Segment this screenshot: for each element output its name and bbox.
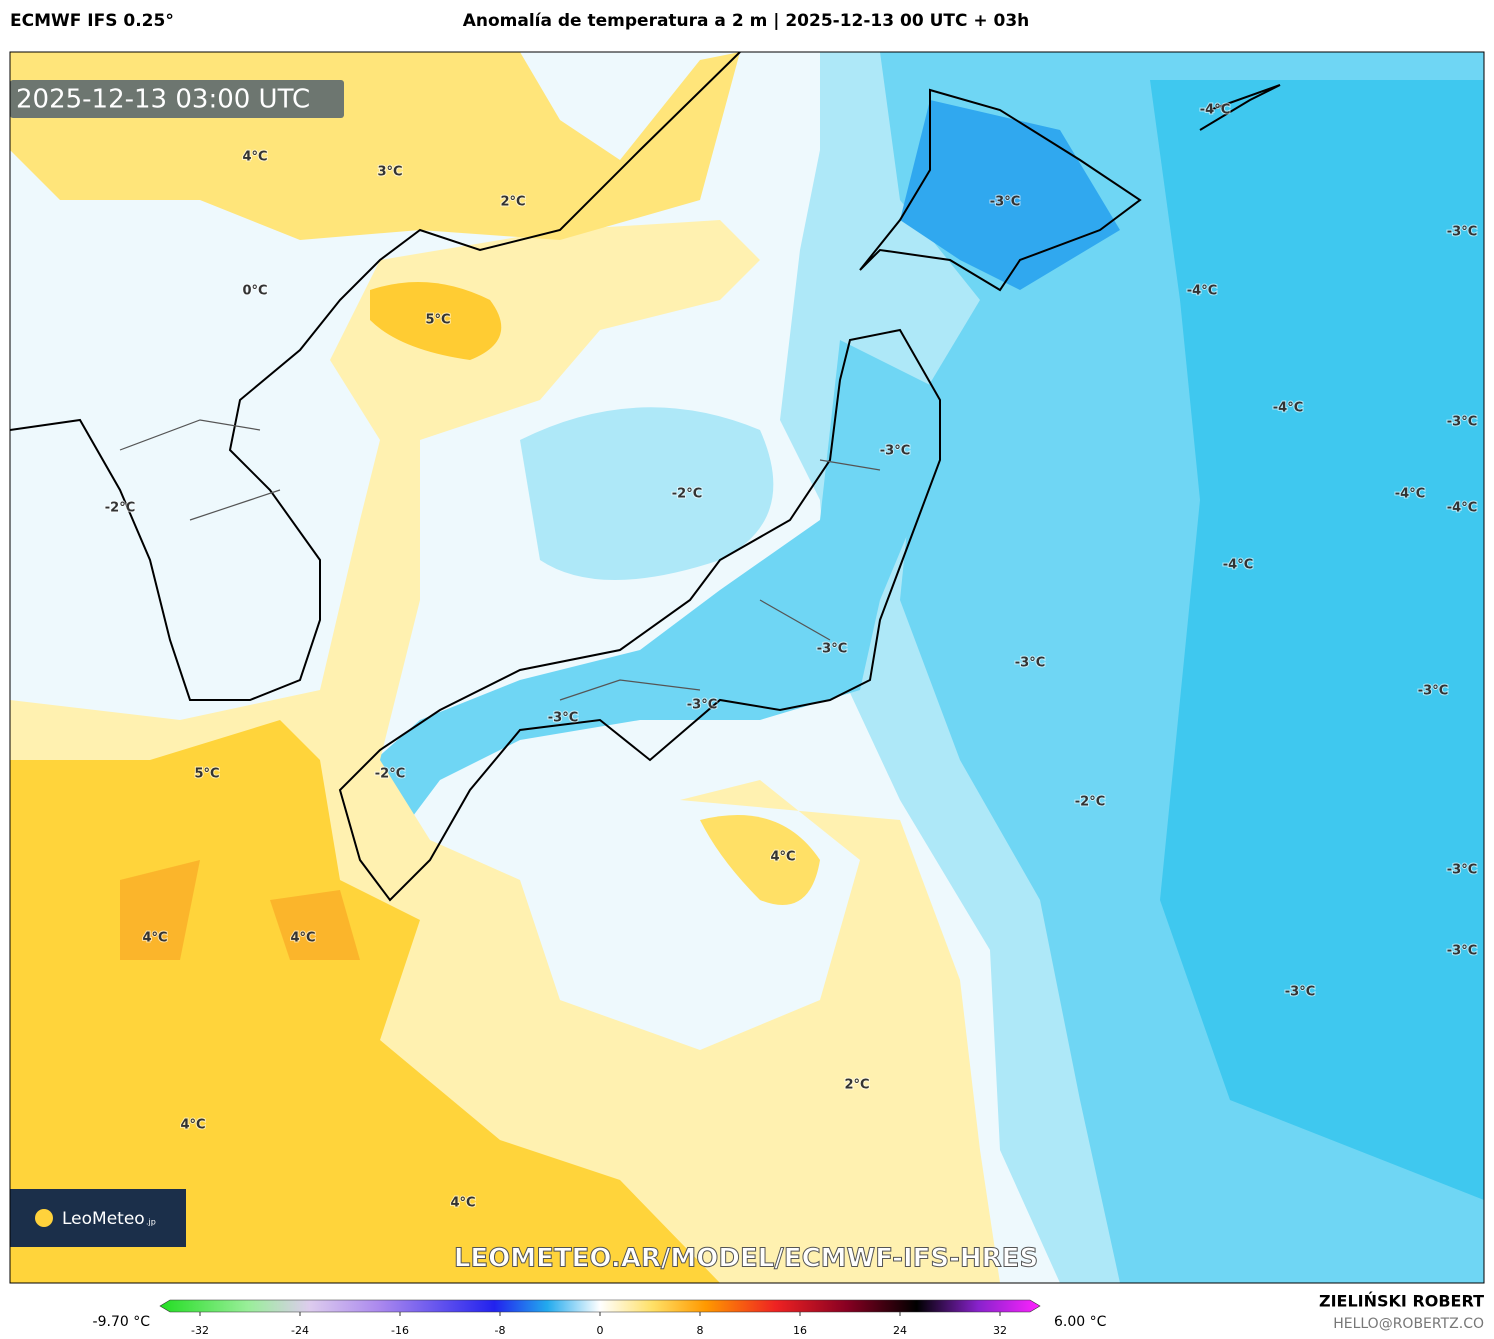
map-label: -4°C <box>1187 284 1217 299</box>
map-label: -2°C <box>375 767 405 782</box>
map-label: -3°C <box>817 642 847 657</box>
map-label: 4°C <box>180 1118 205 1133</box>
map-label: -4°C <box>1447 501 1477 516</box>
author-name: ZIELIŃSKI ROBERT <box>1319 1292 1484 1311</box>
colorbar-tick-label: 24 <box>893 1324 907 1337</box>
colorbar-tick-label: -24 <box>291 1324 309 1337</box>
colorbar-tick-label: -16 <box>391 1324 409 1337</box>
logo-sun <box>35 1209 53 1227</box>
map-label: -3°C <box>1447 225 1477 240</box>
map-label: -3°C <box>1447 415 1477 430</box>
map-label: -2°C <box>105 501 135 516</box>
map-label: -2°C <box>672 487 702 502</box>
colorbar-tick-label: 8 <box>697 1324 704 1337</box>
colorbar-tick-label: 0 <box>597 1324 604 1337</box>
colorbar-min: -9.70 °C <box>93 1314 151 1330</box>
model-name: ECMWF IFS 0.25° <box>10 11 174 31</box>
map-label: 5°C <box>425 313 450 328</box>
map-label: -3°C <box>1447 944 1477 959</box>
map-label: -3°C <box>1285 985 1315 1000</box>
logo-name: LeoMeteo <box>62 1209 145 1229</box>
map-label: 2°C <box>500 195 525 210</box>
map-label: -4°C <box>1395 487 1425 502</box>
map-label: 4°C <box>290 931 315 946</box>
colorbar-tick-label: 32 <box>993 1324 1007 1337</box>
colorbar: -9.70 °C 6.00 °C -32 -24 -16 -8 0 8 16 24 32 <box>93 1299 1107 1337</box>
timestamp: 2025-12-13 03:00 UTC <box>16 85 310 115</box>
map-label: 4°C <box>142 931 167 946</box>
map-label: -3°C <box>1447 863 1477 878</box>
map-label: 3°C <box>377 165 402 180</box>
watermark: LEOMETEO.AR/MODEL/ECMWF-IFS-HRES <box>454 1244 1038 1274</box>
map-label: -3°C <box>548 711 578 726</box>
map-label: 4°C <box>450 1196 475 1211</box>
map-label: -3°C <box>880 444 910 459</box>
colorbar-tick-label: 16 <box>793 1324 807 1337</box>
map-frame <box>9 51 1485 1284</box>
colorbar-tick-label: -8 <box>495 1324 506 1337</box>
map: 4°C 3°C 2°C -3°C -4°C -3°C 0°C 5°C -4°C … <box>10 52 1484 1283</box>
map-label: -2°C <box>1075 795 1105 810</box>
map-label: -3°C <box>990 195 1020 210</box>
colorbar-max: 6.00 °C <box>1054 1314 1107 1330</box>
colorbar-tick-label: -32 <box>191 1324 209 1337</box>
map-label: 0°C <box>242 284 267 299</box>
map-label: -4°C <box>1273 401 1303 416</box>
map-label: -4°C <box>1223 558 1253 573</box>
map-label: 4°C <box>242 150 267 165</box>
map-label: -3°C <box>1418 684 1448 699</box>
map-title: Anomalía de temperatura a 2 m | 2025-12-… <box>463 11 1030 31</box>
map-label: 4°C <box>770 850 795 865</box>
timestamp-box <box>10 80 344 118</box>
author-email: HELLO@ROBERTZ.CO <box>1333 1316 1484 1332</box>
map-labels: 4°C 3°C 2°C -3°C -4°C -3°C 0°C 5°C -4°C … <box>104 102 1478 1212</box>
map-label: -4°C <box>1200 103 1230 118</box>
map-label: -3°C <box>1015 656 1045 671</box>
map-label: 5°C <box>194 767 219 782</box>
colorbar-bar <box>159 1299 1041 1313</box>
logo-suffix: .jp <box>146 1218 156 1227</box>
map-label: 2°C <box>844 1078 869 1093</box>
map-label: -3°C <box>687 698 717 713</box>
